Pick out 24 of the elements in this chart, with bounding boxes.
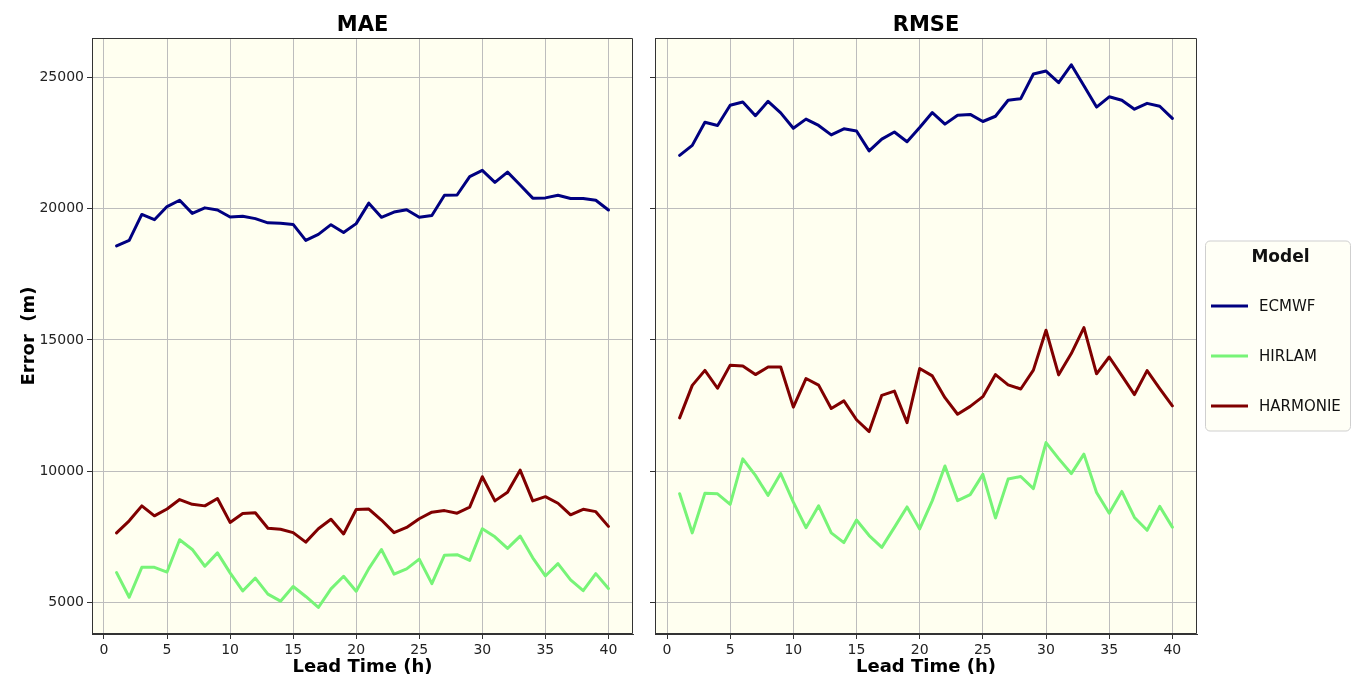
y-tick-label: 20000 [39,199,84,216]
y-tick-label: 25000 [39,68,84,85]
x-tick-label: 0 [662,641,672,658]
legend-title: Model [1250,244,1311,268]
chart-title: MAE [336,12,389,36]
x-tick-label: 40 [1163,641,1182,658]
y-tick-label: 5000 [48,593,84,610]
legend-label: ECMWF [1259,296,1316,315]
chart-title: RMSE [892,12,960,36]
x-tick-label: 30 [473,641,492,658]
x-tick-label: 30 [1037,641,1055,658]
y-tick-label: 10000 [39,461,84,478]
y-tick-label: 15000 [39,330,84,347]
legend-label: HARMONIE [1259,396,1341,415]
legend-label: HIRLAM [1259,346,1318,365]
x-tick-label: 35 [536,641,555,658]
x-tick-label: 5 [162,641,172,658]
x-tick-label: 10 [784,641,803,658]
x-tick-label: 40 [599,641,618,658]
x-tick-label: 0 [99,641,109,658]
y-axis-title: Error (m) [17,286,39,386]
x-tick-label: 10 [221,641,239,658]
x-tick-label: 35 [1100,641,1119,658]
x-tick-label: 5 [725,641,735,658]
